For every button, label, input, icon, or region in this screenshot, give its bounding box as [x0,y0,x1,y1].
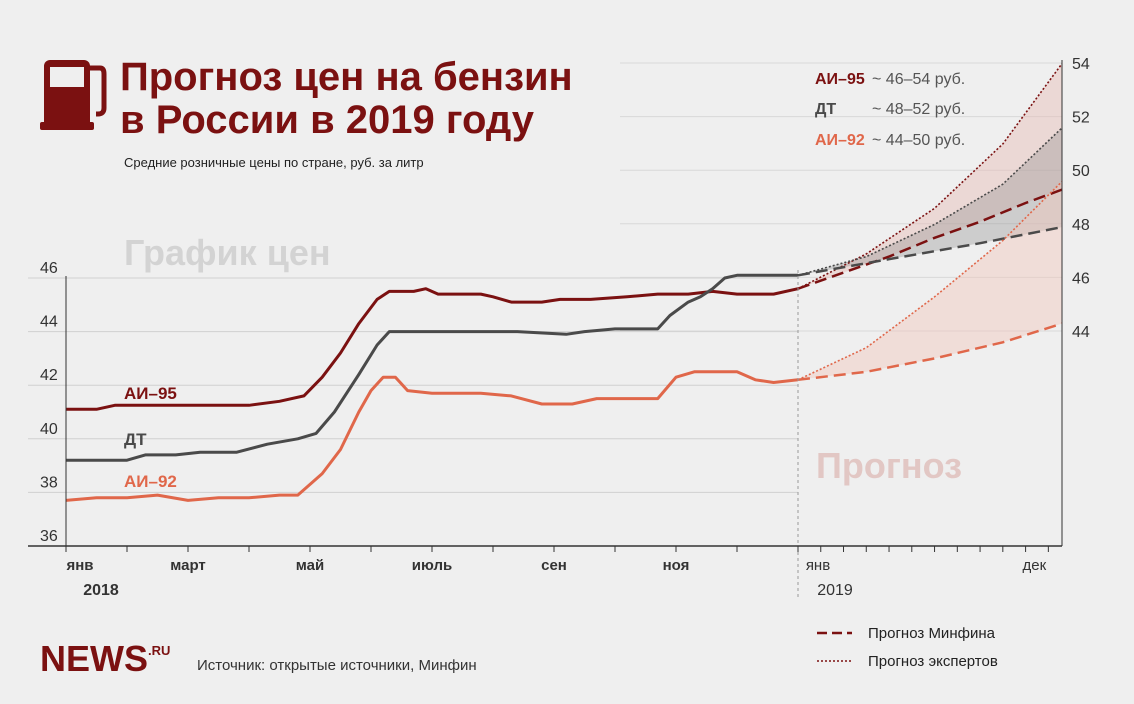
expert-line-2 [797,180,1063,381]
expert-line-1 [797,127,1063,277]
forecast-fill-0 [798,63,1062,289]
x-month-label: май [296,557,324,574]
chart-subtitle: Средние розничные цены по стране, руб. з… [124,155,424,170]
y-tick-label: 44 [40,314,58,331]
minfin-line-1 [797,225,1063,277]
price-lines [65,63,1063,502]
x-month-label: дек [1023,557,1047,574]
series-label-dt: ДТ [124,430,147,449]
x-month-label: янв [806,557,830,574]
x-month-label: март [170,557,206,574]
series-line-0 [66,287,799,411]
expert-line-0 [797,63,1063,290]
x-month-label: июль [412,557,452,574]
y-tick-label-right: 48 [1072,217,1090,234]
x-month-label: ноя [663,557,690,574]
forecast-range-fills [798,63,1062,380]
minfin-line-2 [797,322,1063,382]
y-tick-label: 42 [40,367,58,384]
forecast-fill-2 [798,181,1062,380]
series-line-1 [66,273,798,462]
news-logo-suffix: .RU [148,643,170,658]
range-name-ai92: АИ–92 [815,132,865,149]
chart-title-line1: Прогноз цен на бензин [120,55,573,99]
legend-minfin-label: Прогноз Минфина [868,625,996,642]
news-logo: NEWS [40,638,148,679]
range-value-ai95: ~ 46–54 руб. [872,71,965,88]
y-tick-label: 38 [40,474,58,491]
x-year-label: 2019 [817,582,853,599]
y-tick-label: 46 [40,260,58,277]
y-tick-label-right: 50 [1072,163,1090,180]
y-tick-label: 40 [40,421,58,438]
range-name-ai95: АИ–95 [815,71,865,88]
y-tick-label: 36 [40,528,58,545]
range-value-ai92: ~ 44–50 руб. [872,132,965,149]
fuel-pump-icon [40,60,107,130]
range-name-dt: ДТ [815,101,836,118]
x-year-label: 2018 [83,582,119,599]
x-month-label: янв [66,557,93,574]
source-note: Источник: открытые источники, Минфин [197,657,477,674]
forecast-fill-1 [798,127,1062,276]
legend-experts-label: Прогноз экспертов [868,653,998,670]
y-tick-label-right: 54 [1072,56,1090,73]
minfin-line-0 [797,188,1063,290]
series-label-ai95: АИ–95 [124,384,177,403]
forecast-section-label: Прогноз [816,445,962,486]
series-label-ai92: АИ–92 [124,472,177,491]
x-month-label: сен [541,557,567,574]
x-axis: янв март май июль сен ноя янв дек 2018 2019 [28,60,1063,600]
range-value-dt: ~ 48–52 руб. [872,101,965,118]
y-tick-label-right: 44 [1072,324,1090,341]
series-line-2 [65,370,799,502]
legend: Прогноз Минфина Прогноз экспертов [817,625,998,670]
y-tick-label-right: 52 [1072,110,1090,127]
history-section-label: График цен [124,232,331,273]
y-tick-label-right: 46 [1072,270,1090,287]
forecast-ranges: АИ–95 ~ 46–54 руб. ДТ ~ 48–52 руб. АИ–92… [815,71,965,149]
y-ticks: 36 38 40 42 44 46 44 46 48 50 52 54 [40,56,1090,545]
chart-title-line2: в России в 2019 году [120,98,535,142]
